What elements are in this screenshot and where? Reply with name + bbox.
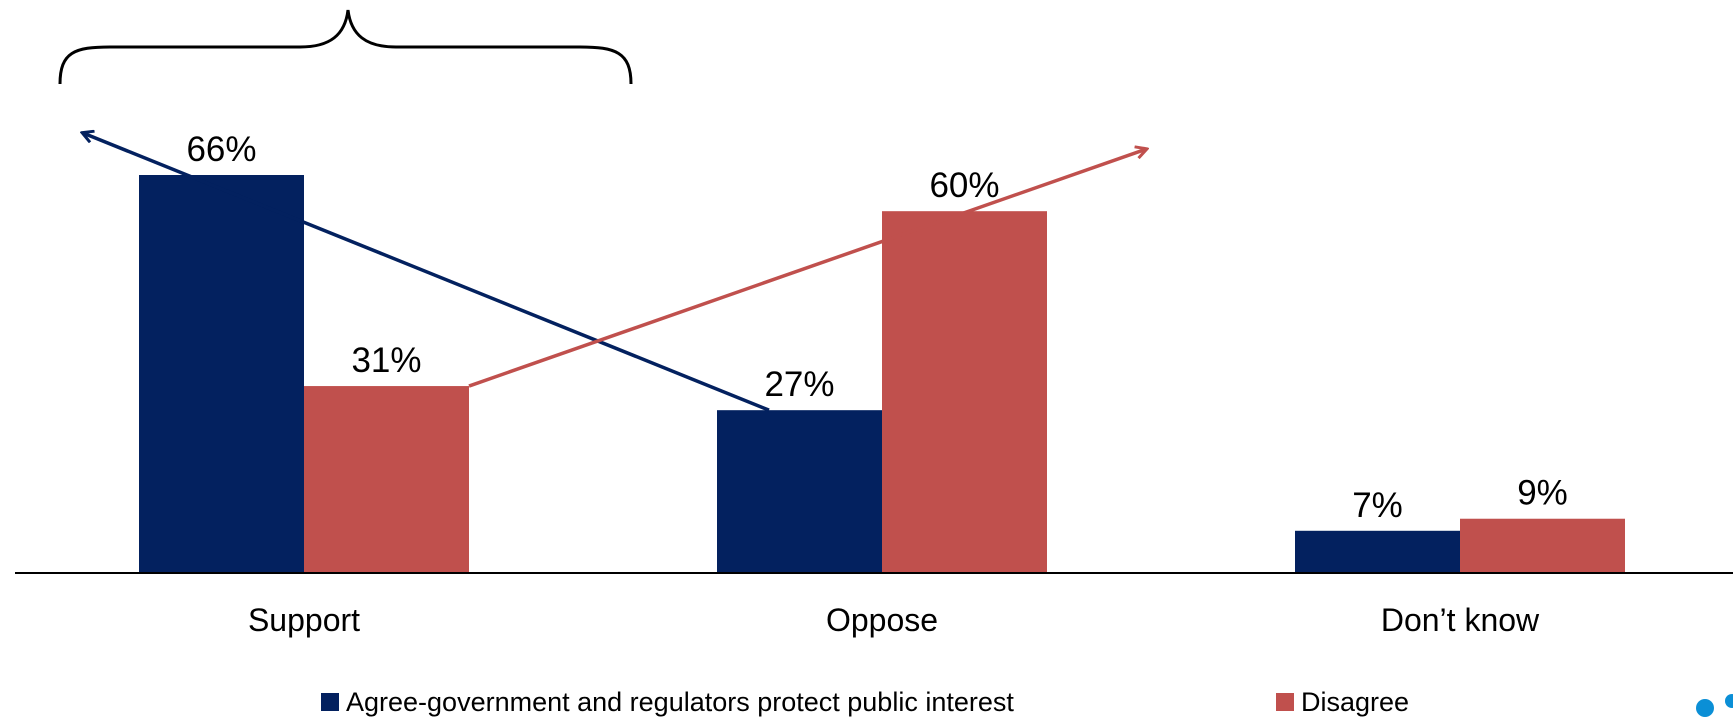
bar-series-1-cat-2 (717, 410, 882, 573)
legend-swatch-series-1 (321, 693, 339, 711)
category-label-2: Oppose (826, 602, 938, 638)
data-label-series-2-cat-3: 9% (1517, 474, 1568, 513)
bar-series-2-cat-3 (1460, 518, 1625, 573)
category-label-1: Support (248, 602, 360, 638)
legend-item-series-1: Agree-government and regulators protect … (321, 686, 1014, 717)
legend-item-series-2: Disagree (1276, 686, 1410, 717)
data-label-series-2-cat-1: 31% (351, 341, 421, 380)
data-label-series-2-cat-2: 60% (929, 166, 999, 205)
legend-swatch-series-2 (1276, 693, 1294, 711)
category-label-3: Don’t know (1381, 602, 1540, 638)
support-brace (58, 9, 633, 85)
bar-series-2-cat-1 (304, 386, 469, 573)
trend-arrow-series-1 (83, 133, 770, 412)
legend-label-series-1: Agree-government and regulators protect … (346, 686, 1014, 717)
trend-arrow-series-2 (468, 149, 1146, 388)
decorative-dot-partial (1725, 694, 1733, 708)
decorative-dot (1696, 699, 1714, 717)
data-label-series-1-cat-1: 66% (186, 130, 256, 169)
bar-series-1-cat-3 (1295, 530, 1460, 573)
legend-label-series-2: Disagree (1301, 686, 1410, 717)
bar-series-2-cat-2 (882, 211, 1047, 573)
data-label-series-1-cat-3: 7% (1352, 486, 1403, 525)
data-label-series-1-cat-2: 27% (764, 365, 834, 404)
bar-series-1-cat-1 (139, 175, 304, 573)
